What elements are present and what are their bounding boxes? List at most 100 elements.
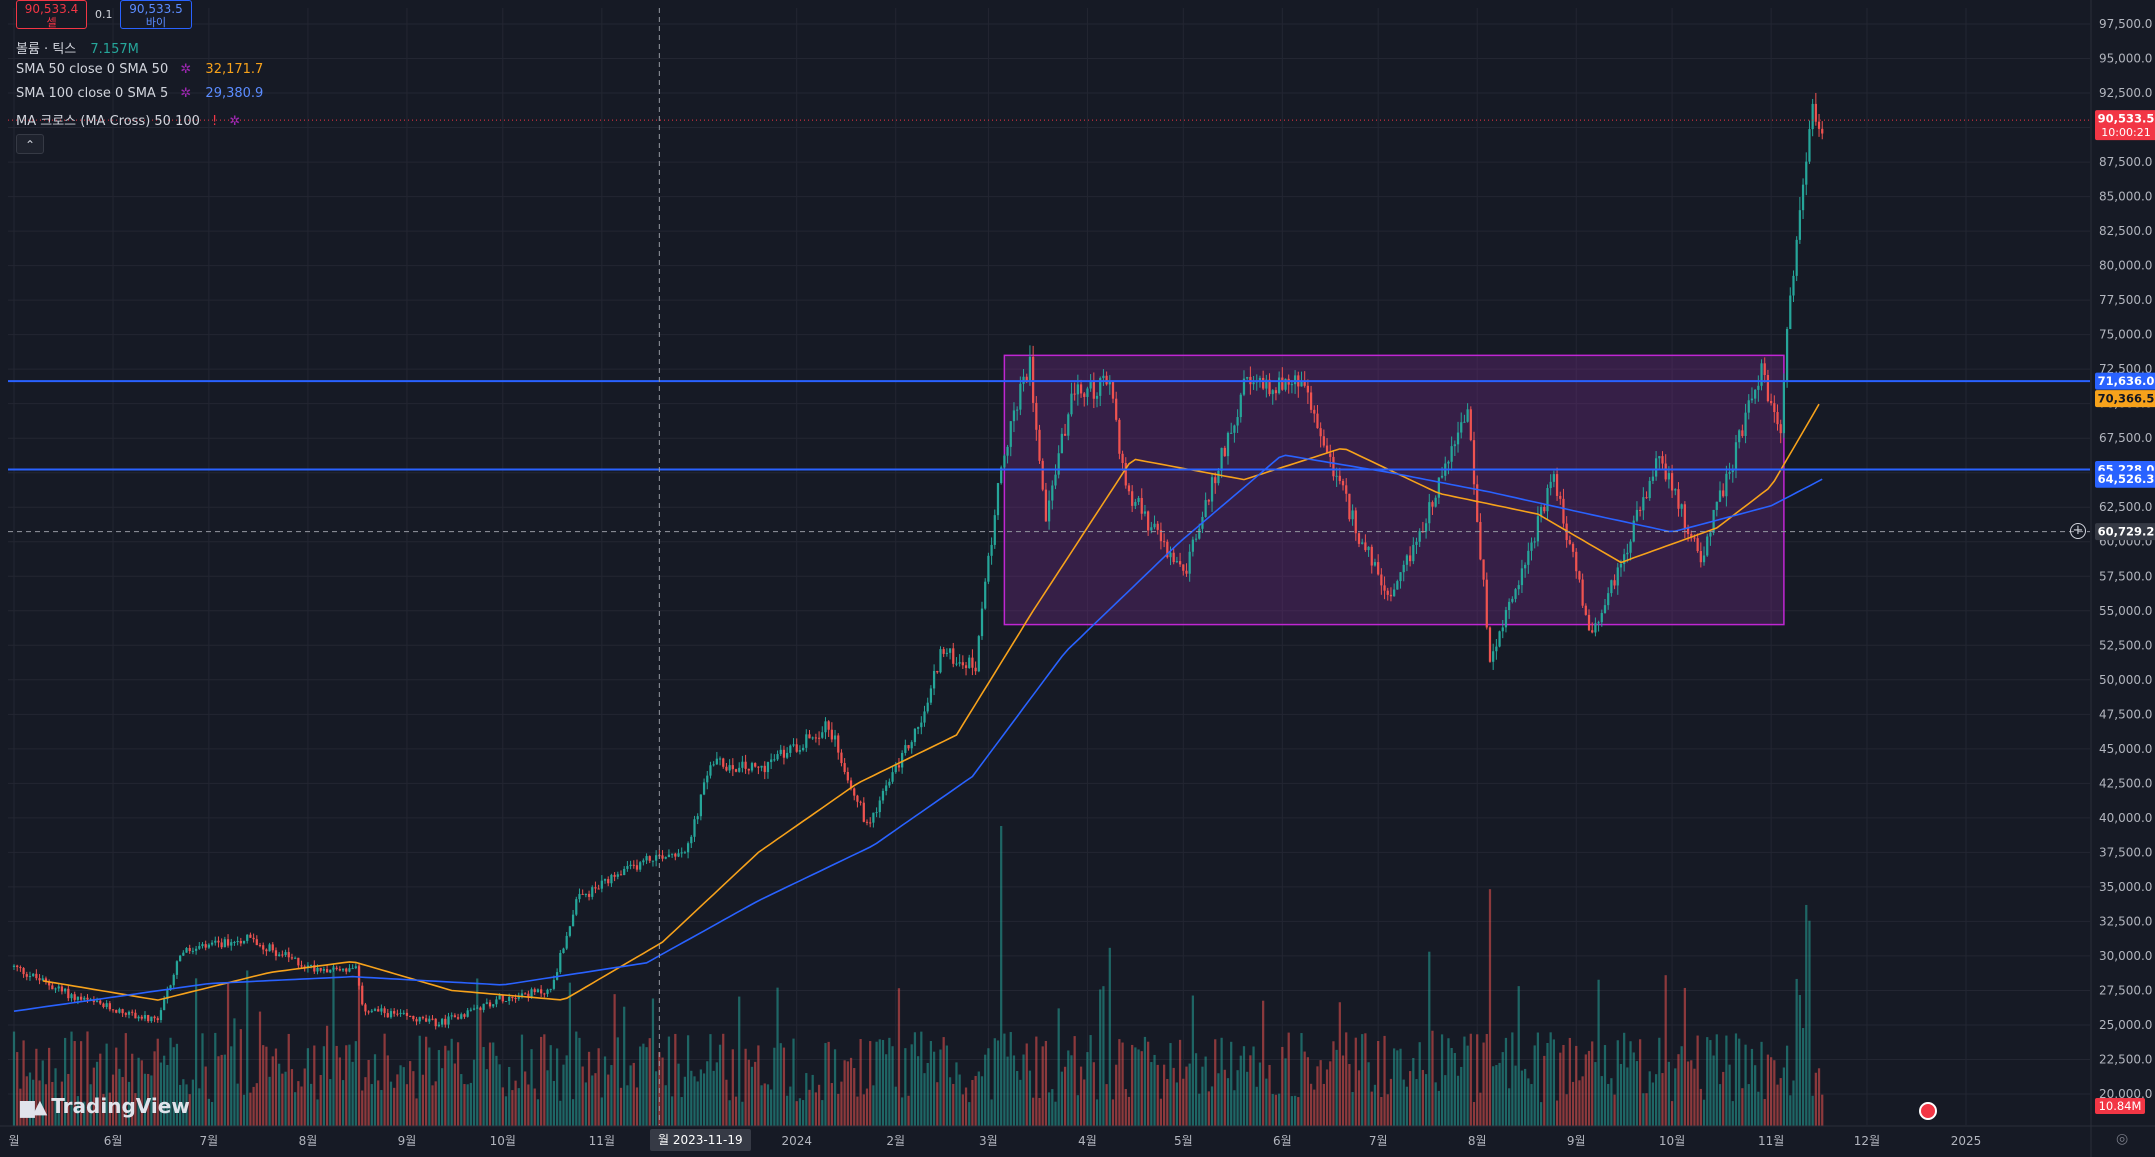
price-tick-label: 87,500.0	[2099, 155, 2152, 169]
warning-icon[interactable]: !	[212, 114, 218, 129]
gear-icon[interactable]: ✲	[229, 114, 241, 129]
candle-body	[143, 1015, 147, 1019]
volume-bar	[115, 1047, 118, 1126]
volume-bar	[1610, 1078, 1613, 1126]
volume-bar	[1361, 1034, 1364, 1126]
legend-sma50[interactable]: SMA 50 close 0 SMA 50 ✲ 32,171.7	[16, 62, 263, 77]
time-tick-label: 11월	[589, 1134, 615, 1148]
reset-icon[interactable]: ◎	[2116, 1131, 2129, 1147]
volume-bar	[964, 1087, 968, 1126]
volume-bar	[837, 1093, 840, 1126]
candle-body	[1619, 563, 1623, 568]
candle-body	[1194, 538, 1198, 540]
candle-body	[383, 1008, 386, 1014]
candle-body	[587, 893, 591, 897]
sell-button[interactable]: 90,533.4 셀	[16, 0, 87, 29]
candle-body	[1555, 474, 1559, 496]
candle-body	[172, 974, 175, 986]
candle-body	[1699, 551, 1702, 563]
candle-body	[1734, 442, 1738, 470]
candle-body	[1153, 523, 1156, 528]
volume-bar	[571, 1099, 575, 1126]
volume-bar	[220, 1054, 223, 1126]
candle-body	[623, 868, 626, 876]
candle-body	[773, 759, 776, 761]
volume-bar	[1562, 1044, 1565, 1126]
sma50-legend-value: 32,171.7	[205, 62, 264, 77]
plus-circle-icon[interactable]: +	[2070, 523, 2086, 539]
legend-volume[interactable]: 볼륨 · 틱스 7.157M	[16, 38, 139, 57]
candle-body	[1456, 432, 1460, 445]
candle-body	[1763, 363, 1766, 376]
candle-body	[747, 768, 750, 771]
candle-body	[1083, 393, 1086, 397]
volume-bar	[1517, 986, 1520, 1126]
volume-bar	[1434, 1082, 1437, 1126]
volume-bar	[1747, 1084, 1750, 1126]
candle-body	[255, 939, 258, 946]
price-tick-label: 25,000.0	[2099, 1018, 2152, 1032]
candle-body	[60, 986, 64, 992]
volume-bar	[1038, 1097, 1041, 1126]
candle-body	[332, 967, 335, 970]
candle-body	[1696, 538, 1699, 552]
volume-bar	[185, 1084, 188, 1126]
candle-body	[1594, 623, 1597, 633]
legend-sma100[interactable]: SMA 100 close 0 SMA 5 ✲ 29,380.9	[16, 86, 263, 101]
candle-body	[750, 763, 754, 771]
countdown-label: 10:00:21	[2101, 126, 2150, 139]
candle-body	[536, 989, 540, 993]
volume-bar	[1559, 1052, 1562, 1126]
candle-body	[309, 965, 313, 967]
price-tick-label: 55,000.0	[2099, 604, 2152, 618]
volume-bar	[901, 1097, 904, 1126]
volume-bar	[1147, 1041, 1150, 1126]
candle-body	[447, 1016, 450, 1025]
volume-bar	[131, 1053, 134, 1126]
volume-bar	[984, 1054, 987, 1126]
price-tick-label: 47,500.0	[2099, 707, 2152, 721]
volume-bar	[1821, 1094, 1824, 1126]
volume-bar	[1191, 995, 1194, 1126]
gear-icon[interactable]: ✲	[180, 62, 192, 77]
candle-body	[1543, 506, 1546, 512]
candle-body	[1428, 502, 1431, 524]
volume-bar	[472, 1059, 476, 1126]
legend-macross[interactable]: MA 크로스 (MA Cross) 50 100 ! ✲	[16, 110, 240, 129]
volume-bar	[1632, 1052, 1635, 1126]
volume-bar	[1539, 1102, 1543, 1126]
candle-body	[1389, 594, 1393, 597]
chevron-up-icon[interactable]: ⌃	[16, 134, 44, 154]
volume-bar	[1811, 1095, 1814, 1126]
volume-bar	[1265, 1078, 1268, 1126]
candle-body	[1415, 541, 1418, 545]
volume-bar	[1639, 1039, 1642, 1126]
candle-body	[1361, 542, 1364, 544]
candle-body	[725, 766, 728, 771]
candle-body	[111, 1009, 115, 1011]
volume-bar	[137, 1057, 140, 1126]
candle-body	[396, 1013, 399, 1015]
buy-button[interactable]: 90,533.5 바이	[120, 0, 192, 29]
volume-bar	[763, 1083, 766, 1126]
candle-body	[357, 966, 361, 986]
candle-body	[118, 1009, 121, 1013]
candle-body	[1642, 497, 1645, 511]
gear-icon[interactable]: ✲	[180, 86, 192, 101]
time-tick-label: 2월	[886, 1134, 905, 1148]
candle-body	[440, 1018, 444, 1025]
volume-bar	[1597, 979, 1600, 1126]
candle-body	[754, 763, 757, 767]
volume-bar	[354, 1041, 357, 1126]
candle-body	[1102, 375, 1105, 379]
candle-body	[1386, 590, 1389, 595]
volume-bar	[642, 1043, 645, 1126]
volume-bar	[207, 1098, 210, 1126]
volume-bar	[789, 1086, 792, 1126]
candle-body	[872, 812, 875, 823]
volume-bar	[1670, 1101, 1674, 1126]
volume-bar	[306, 1048, 310, 1126]
candle-body	[805, 734, 808, 748]
volume-bar	[44, 1084, 48, 1126]
